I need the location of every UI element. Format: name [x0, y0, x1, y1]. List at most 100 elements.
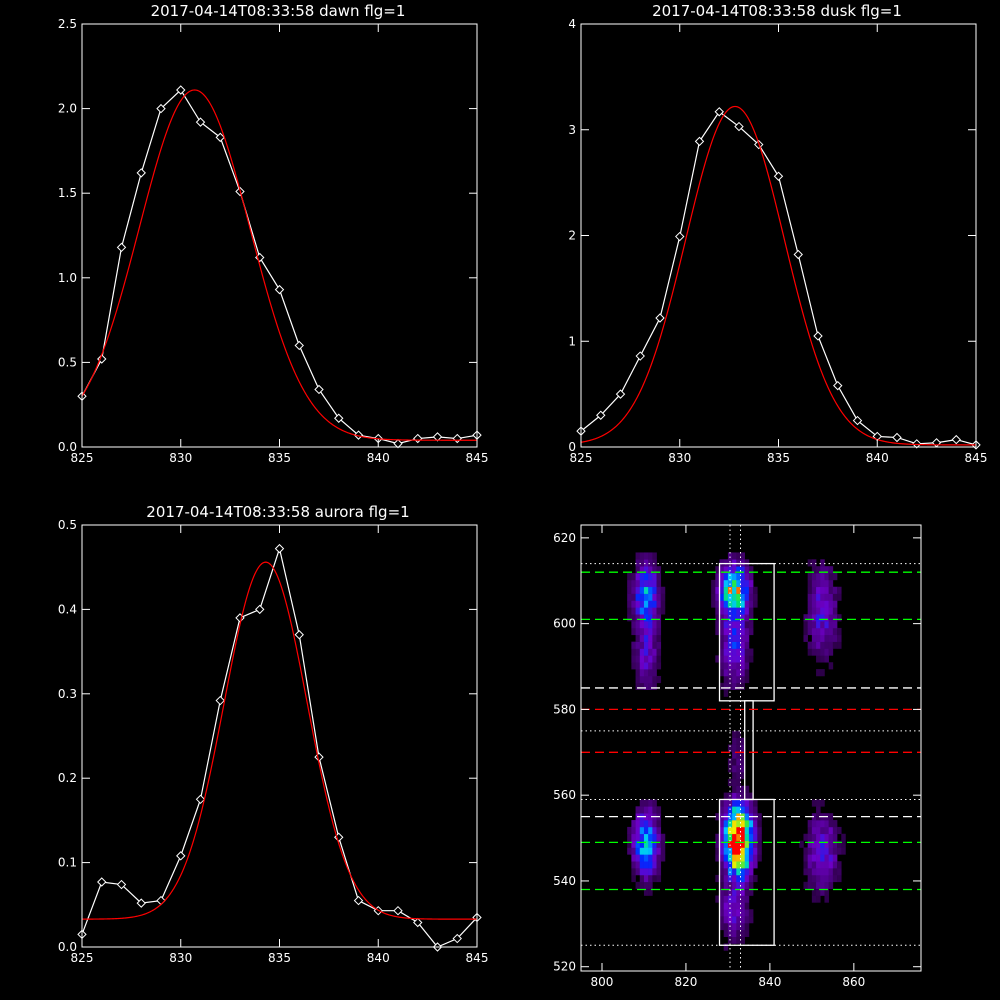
spectrogram-cell	[811, 854, 817, 862]
spectrogram-cell	[828, 634, 834, 642]
spectrogram-cell	[753, 854, 758, 862]
spectrogram-cell	[828, 840, 834, 848]
spectrogram-cell	[732, 792, 737, 800]
aurora-x-tick-label: 845	[466, 951, 489, 965]
dawn-data-point	[195, 117, 206, 127]
spectrogram-cell	[652, 874, 657, 883]
dusk-panel-title: 2017-04-14T08:33:58 dusk flg=1	[652, 2, 902, 20]
dusk-fit-curve	[581, 105, 976, 446]
spectrogram-y-tick-label: 560	[553, 788, 576, 802]
spectrogram-cell	[719, 861, 725, 869]
spectrogram-cell	[627, 573, 632, 581]
spectrogram-cell	[635, 847, 641, 855]
spectrogram-cell	[723, 593, 729, 601]
spectrogram-cell	[719, 868, 725, 876]
spectrogram-cell	[816, 861, 821, 869]
spectrogram-cell	[824, 874, 829, 883]
spectrogram-cell	[719, 806, 725, 814]
spectrogram-cell	[736, 675, 741, 684]
spectrogram-cell	[639, 552, 645, 560]
spectrogram-cell	[748, 820, 754, 828]
spectrogram-cell	[727, 813, 733, 821]
spectrogram-cell	[820, 655, 825, 663]
spectrogram-cell	[648, 586, 653, 594]
spectrogram-cell	[803, 634, 808, 642]
spectrogram-cell	[648, 607, 653, 615]
spectrogram-cell	[820, 593, 825, 601]
spectrogram-cell	[811, 621, 817, 629]
spectrogram-cell	[832, 840, 838, 848]
spectrogram-cell	[748, 607, 754, 615]
spectrogram-cell	[828, 813, 834, 821]
spectrogram-cell	[736, 607, 741, 615]
spectrogram-cell	[715, 833, 720, 841]
spectrogram-cell	[824, 826, 829, 835]
spectrogram-cell	[816, 634, 821, 642]
spectrogram-cell	[748, 655, 754, 663]
spectrogram-cell	[828, 621, 834, 629]
spectrogram-cell	[635, 861, 641, 869]
spectrogram-cell	[627, 833, 632, 841]
spectrogram-cell	[828, 600, 834, 608]
spectrogram-cell	[723, 881, 729, 889]
spectrogram-cell	[736, 648, 741, 656]
spectrogram-cell	[753, 593, 758, 601]
spectrogram-x-tick-label: 800	[591, 975, 614, 989]
spectrogram-cell	[732, 730, 737, 739]
spectrogram-cell	[631, 662, 636, 670]
spectrogram-cell	[723, 634, 729, 642]
spectrogram-cell	[740, 895, 746, 903]
spectrogram-cell	[635, 600, 641, 608]
spectrogram-cell	[828, 874, 834, 883]
spectrogram-cell	[820, 669, 825, 677]
spectrogram-cell	[736, 593, 741, 601]
spectrogram-cell	[837, 634, 842, 642]
spectrogram-cell	[816, 847, 821, 855]
spectrogram-cell	[816, 669, 821, 677]
spectrogram-cell	[816, 895, 821, 903]
spectrogram-cell	[635, 806, 641, 814]
spectrogram-cell	[635, 614, 641, 622]
spectrogram-cell	[719, 840, 725, 848]
spectrogram-cell	[652, 614, 657, 622]
spectrogram-cell	[828, 648, 834, 656]
spectrogram-cell	[715, 607, 720, 615]
spectrogram-cell	[715, 600, 720, 608]
spectrogram-cell	[656, 655, 662, 663]
spectrogram-cell	[744, 607, 750, 615]
spectrogram-cell	[824, 895, 829, 903]
spectrogram-cell	[627, 600, 632, 608]
spectrogram-cell	[740, 922, 746, 931]
spectrogram-cell	[744, 648, 750, 656]
spectrogram-cell	[648, 820, 653, 828]
spectrogram-cell	[744, 833, 750, 841]
spectrogram-cell	[631, 573, 636, 581]
spectrogram-cell	[715, 847, 720, 855]
spectrogram-cell	[811, 586, 817, 594]
spectrogram-cell	[744, 826, 750, 835]
spectrogram-cell	[748, 579, 754, 588]
spectrogram-cell	[660, 607, 666, 615]
spectrogram-cell	[811, 559, 817, 567]
spectrogram-cell	[639, 566, 645, 574]
spectrogram-cell	[753, 874, 758, 883]
spectrogram-cell	[719, 902, 725, 910]
spectrogram-cell	[648, 559, 653, 567]
spectrogram-cell	[719, 669, 725, 677]
spectrogram-cell	[727, 675, 733, 684]
dawn-data-point	[353, 430, 364, 440]
spectrogram-cell	[660, 600, 666, 608]
spectrogram-cell	[723, 861, 729, 869]
spectrogram-cell	[732, 669, 737, 677]
dawn-data-point	[136, 168, 146, 178]
spectrogram-cell	[719, 600, 725, 608]
spectrogram-cell	[727, 854, 733, 862]
aurora-y-tick-label: 0.1	[58, 856, 77, 870]
spectrogram-cell	[648, 799, 653, 807]
spectrogram-cell	[748, 799, 754, 807]
spectrogram-cell	[744, 806, 750, 814]
dawn-x-tick-label: 825	[71, 451, 94, 465]
spectrogram-cell	[656, 806, 662, 814]
spectrogram-cell	[643, 655, 649, 663]
